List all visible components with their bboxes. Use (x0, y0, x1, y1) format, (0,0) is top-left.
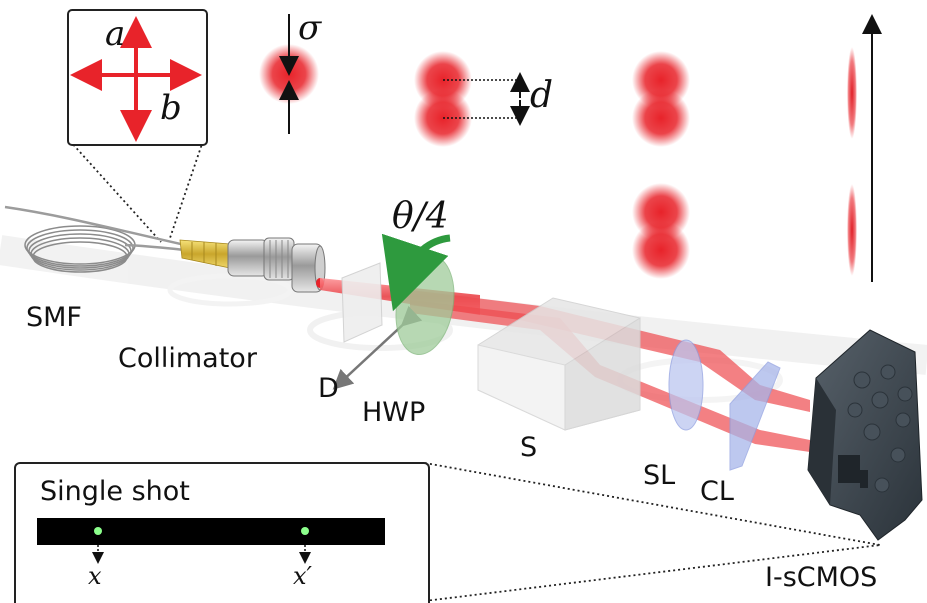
label-smf: SMF (26, 302, 82, 333)
label-d: D (318, 373, 339, 404)
line-focus-1 (847, 47, 857, 139)
label-camera: I-sCMOS (765, 562, 878, 593)
label-single-shot: Single shot (40, 476, 190, 507)
math-b: b (160, 88, 182, 128)
label-collimator: Collimator (118, 343, 257, 374)
d-translation-arrow (332, 305, 423, 390)
spot-pair-2 (632, 51, 690, 147)
half-wave-plate (395, 255, 455, 355)
collimator-body (179, 237, 326, 293)
line-focus-2 (847, 184, 857, 276)
math-sigma: σ (298, 8, 322, 48)
spot-pair-3 (632, 183, 690, 279)
table-surface (0, 235, 927, 403)
math-theta: θ/4 (392, 196, 449, 237)
math-d: d (530, 75, 554, 116)
polarization-inset (67, 9, 208, 146)
camera-connector-top (424, 462, 881, 546)
math-x-prime: x′ (293, 562, 312, 590)
spot-pair-1 (414, 51, 472, 147)
math-x: x (88, 562, 102, 590)
fiber-lead (4, 205, 186, 247)
label-s: S (520, 432, 538, 463)
rotation-arrow (381, 233, 451, 312)
label-cl: CL (700, 476, 734, 507)
label-sl: SL (643, 460, 676, 491)
camera-connector-bottom (424, 544, 881, 601)
beam-splitter-s (477, 297, 641, 431)
plate-d (341, 262, 383, 343)
label-hwp: HWP (362, 397, 426, 428)
inset-connector-left (69, 140, 162, 243)
inset-connector-right (169, 140, 204, 239)
spherical-lens (668, 339, 704, 431)
camera-i-scmos (807, 329, 923, 541)
cylindrical-lens (729, 361, 781, 471)
math-a: a (105, 14, 126, 54)
